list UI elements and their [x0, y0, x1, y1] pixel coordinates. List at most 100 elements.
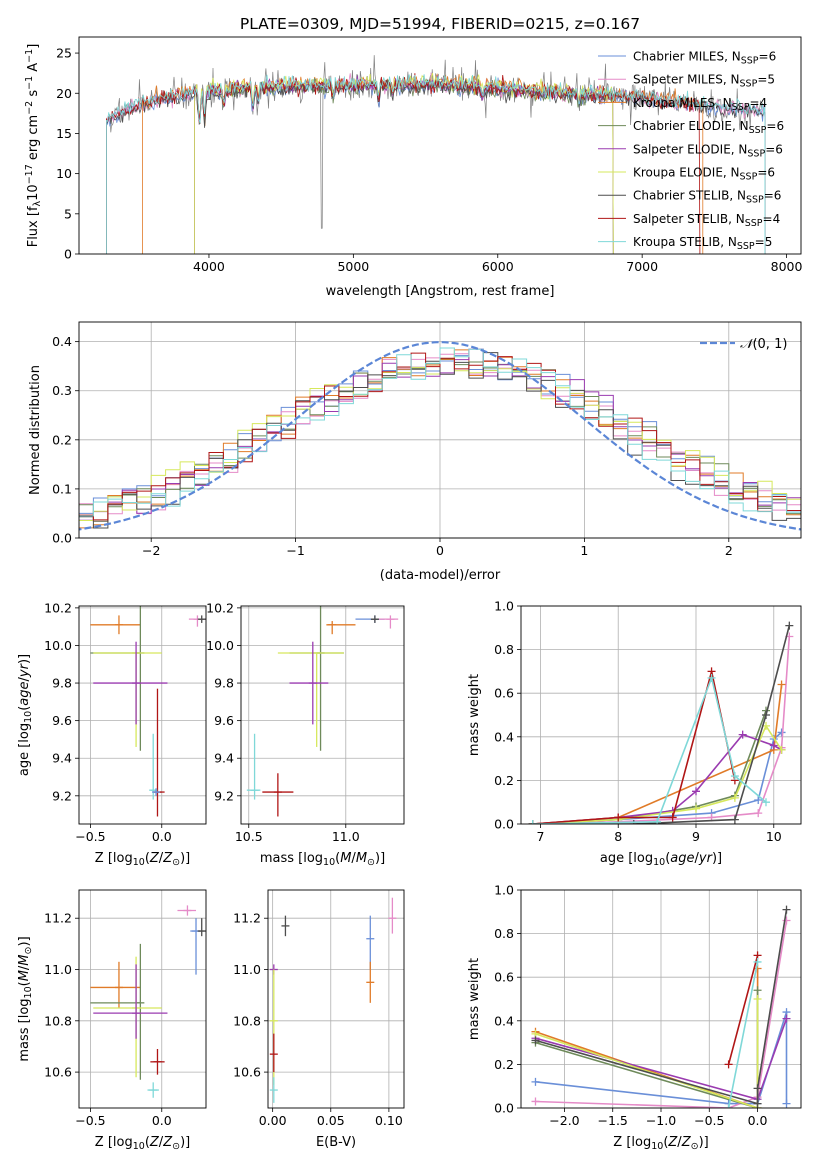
x-tick-label: 11.0 — [332, 829, 360, 844]
x-tick-label: 0.00 — [259, 1113, 287, 1128]
data-point — [197, 615, 206, 623]
series-marker — [668, 813, 677, 822]
series-marker — [782, 916, 791, 925]
x-tick-label: −1.0 — [646, 1113, 676, 1128]
data-point — [246, 733, 261, 800]
y-tick-label: 10.0 — [206, 638, 234, 653]
data-point — [90, 943, 145, 1080]
y-tick-label: 0.4 — [52, 334, 72, 349]
plot-area — [90, 905, 206, 1098]
residuals-panel: −2 −1 0 1 2 0.0 0.1 0.2 0.3 0.4 (data-model)/error… — [28, 321, 802, 583]
axes-frame — [78, 605, 207, 825]
data-point — [269, 1077, 278, 1103]
x-tick-label: 0.0 — [152, 829, 172, 844]
series-marker — [629, 820, 638, 824]
y-tick-label: 0.2 — [52, 432, 72, 447]
legend-entry: Chabrier ELODIE, NSSP=6 — [633, 119, 784, 136]
axes-frame — [520, 889, 802, 1109]
series-marker — [614, 813, 623, 822]
y-tick-label: 0.6 — [494, 686, 514, 701]
y-tick-label: 10.2 — [206, 600, 234, 615]
series-marker — [754, 796, 763, 805]
x-tick-label: 0.0 — [748, 1113, 768, 1128]
x-axis-label: age [log10(age/yr)] — [600, 851, 722, 868]
plot-area — [528, 621, 794, 824]
series-marker — [724, 1104, 733, 1108]
legend-entry: Salpeter ELODIE, NSSP=6 — [633, 142, 783, 159]
residual-histogram — [79, 347, 801, 523]
legend-entry: Kroupa MILES, NSSP=4 — [633, 96, 767, 113]
series-line — [532, 675, 767, 824]
series-line — [532, 731, 783, 824]
age-vs-mass-panel: 10.5 11.0 9.2 9.4 9.6 9.8 10.0 10.2 mass [log10(… — [206, 600, 405, 868]
data-point — [378, 615, 399, 629]
x-axis-label: wavelength [Angstrom, rest frame] — [326, 284, 555, 299]
model-spectrum — [106, 74, 766, 254]
y-tick-label: 10.8 — [44, 1013, 72, 1028]
data-point — [93, 956, 162, 1078]
x-tick-label: −2.0 — [549, 1113, 579, 1128]
y-tick-label: 1.0 — [494, 599, 514, 614]
series-marker — [753, 957, 762, 966]
data-point — [150, 1049, 165, 1075]
x-axis-label: Z [log10(Z/Z⊙)] — [613, 1135, 708, 1152]
data-point — [370, 615, 379, 623]
y-tick-label: 0.0 — [494, 1101, 514, 1116]
y-axis-label: mass weight — [467, 958, 482, 1040]
data-point — [269, 1033, 278, 1073]
x-axis-label: Z [log10(Z/Z⊙)] — [95, 851, 190, 868]
series-marker — [653, 817, 662, 824]
figure-title: PLATE=0309, MJD=51994, FIBERID=0215, z=0… — [240, 15, 640, 33]
y-tick-label: 11.0 — [233, 962, 261, 977]
series-marker — [753, 1099, 762, 1108]
data-point — [326, 621, 356, 635]
weight-vs-metallicity-panel: −2.0 −1.5 −1.0 −0.5 0.0 0.0 0.2 0.4 0.6 0.8 1.0 Z [… — [467, 883, 802, 1152]
y-tick-label: 10 — [56, 166, 72, 181]
normal-curve — [79, 341, 801, 531]
y-tick-label: 0.2 — [494, 773, 514, 788]
plot-area — [531, 905, 791, 1108]
y-axis-label: Flux [fλ10−17 erg cm−2 s−1 A−1] — [24, 44, 43, 248]
data-point — [152, 788, 161, 796]
series-line — [532, 724, 783, 824]
series-marker — [782, 905, 791, 914]
series-marker — [531, 1036, 540, 1045]
series-marker — [730, 815, 739, 824]
x-tick-label: −0.5 — [75, 1113, 105, 1128]
axes-frame — [267, 889, 405, 1109]
series-marker — [762, 798, 770, 807]
y-tick-label: 0 — [64, 247, 72, 262]
data-point — [197, 918, 206, 937]
y-tick-label: 10.6 — [233, 1065, 261, 1080]
series-marker — [782, 1099, 791, 1108]
x-tick-label: −1.5 — [598, 1113, 628, 1128]
x-tick-label: −2 — [142, 543, 160, 558]
x-tick-label: 8000 — [771, 259, 803, 274]
y-tick-label: 1.0 — [494, 883, 514, 898]
series-line — [535, 999, 759, 1108]
axes-frame — [520, 605, 802, 825]
x-tick-label: 9 — [692, 829, 700, 844]
spectrum-panel: 4000 5000 6000 7000 8000 0 5 10 15 20 25 wavelength… — [24, 36, 803, 299]
series-marker — [692, 804, 700, 813]
series-marker — [730, 772, 739, 781]
x-tick-label: −0.5 — [75, 829, 105, 844]
y-tick-label: 10.2 — [44, 600, 72, 615]
data-point — [93, 652, 162, 747]
y-tick-label: 0.4 — [494, 729, 514, 744]
axes-frame — [240, 605, 405, 825]
y-tick-label: 9.8 — [214, 676, 234, 691]
x-tick-label: 1 — [580, 543, 588, 558]
y-axis-label: mass weight — [467, 674, 482, 756]
x-tick-label: 10.5 — [235, 829, 263, 844]
series-line — [727, 955, 759, 1065]
y-tick-label: 9.6 — [214, 713, 234, 728]
series-line — [727, 961, 759, 1108]
y-axis-label: Normed distribution — [28, 365, 43, 495]
x-axis-label: mass [log10(M/M⊙)] — [260, 851, 385, 868]
series-marker — [724, 1060, 733, 1069]
x-axis-label: Z [log10(Z/Z⊙)] — [95, 1135, 190, 1152]
x-tick-label: 4000 — [193, 259, 225, 274]
y-tick-label: 11.2 — [233, 911, 261, 926]
